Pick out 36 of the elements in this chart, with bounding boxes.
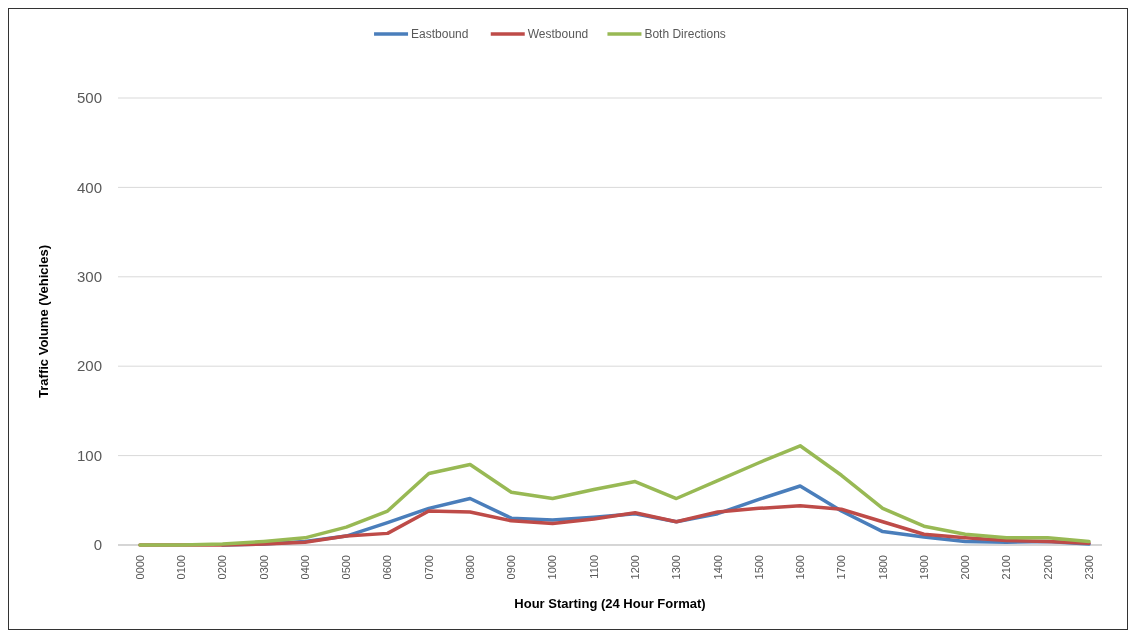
x-tick-label: 1300 bbox=[670, 555, 683, 580]
x-tick-label: 0200 bbox=[216, 555, 229, 580]
y-tick-label: 400 bbox=[76, 178, 102, 196]
y-tick-label: 100 bbox=[76, 446, 102, 464]
x-tick-label: 1900 bbox=[917, 555, 930, 580]
x-tick-label: 0500 bbox=[340, 555, 353, 580]
line-series bbox=[138, 444, 1091, 547]
x-tick-label: 2200 bbox=[1041, 555, 1054, 580]
legend-label: Eastbound bbox=[411, 27, 469, 42]
y-tick-label: 0 bbox=[93, 536, 102, 554]
x-tick-label: 0800 bbox=[463, 555, 476, 580]
y-tick-label: 500 bbox=[76, 89, 102, 107]
x-tick-label: 0100 bbox=[175, 555, 188, 580]
x-tick-label: 0900 bbox=[505, 555, 518, 580]
x-tick-label: 1000 bbox=[546, 555, 559, 580]
legend-label: Westbound bbox=[527, 27, 589, 42]
x-tick-label: 0000 bbox=[133, 555, 146, 580]
x-tick-label: 1500 bbox=[752, 555, 765, 580]
y-axis-title: Traffic Volume (Vehicles) bbox=[36, 245, 51, 398]
y-tick-label: 300 bbox=[76, 268, 102, 286]
x-tick-label: 2100 bbox=[1000, 555, 1013, 580]
x-tick-label: 1600 bbox=[794, 555, 807, 580]
x-tick-label: 2300 bbox=[1082, 555, 1095, 580]
x-tick-label: 1400 bbox=[711, 555, 724, 580]
legend-label: Both Directions bbox=[644, 27, 726, 42]
x-tick-label: 1700 bbox=[835, 555, 848, 580]
x-tick-label: 2000 bbox=[959, 555, 972, 580]
x-tick-label: 0700 bbox=[422, 555, 435, 580]
x-tick-label: 0300 bbox=[257, 555, 270, 580]
x-tick-label: 0600 bbox=[381, 555, 394, 580]
x-axis-title: Hour Starting (24 Hour Format) bbox=[514, 596, 706, 611]
x-tick-label: 1100 bbox=[587, 555, 600, 579]
y-tick-label: 200 bbox=[76, 357, 102, 375]
x-tick-label: 0400 bbox=[298, 555, 311, 580]
x-tick-label: 1200 bbox=[628, 555, 641, 580]
x-tick-label: 1800 bbox=[876, 555, 889, 580]
